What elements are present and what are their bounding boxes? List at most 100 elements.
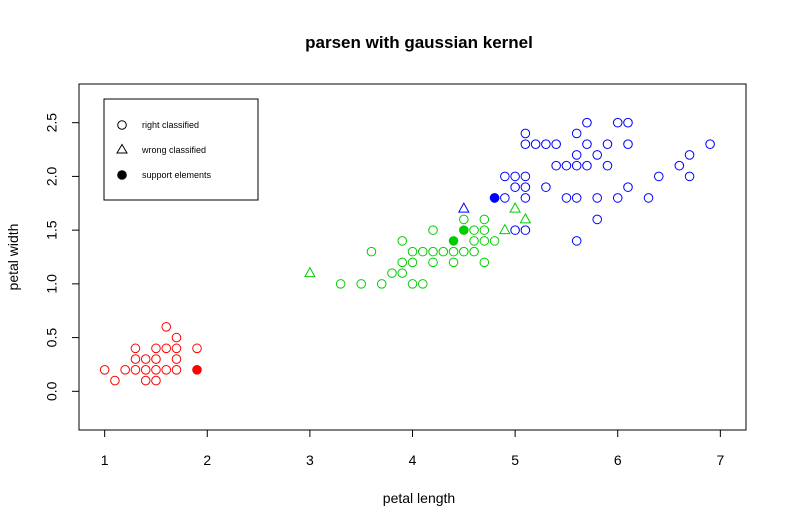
green-wrong-classified-point (509, 202, 521, 213)
blue-right-classified-point (592, 193, 603, 203)
blue-right-classified-point (520, 193, 531, 203)
blue-right-classified-point (602, 160, 613, 171)
blue-right-classified-point (520, 171, 531, 182)
blue-right-classified-point (582, 160, 592, 171)
blue-right-classified-point (684, 150, 695, 160)
chart-title: parsen with gaussian kernel (305, 33, 533, 52)
x-axis-label: petal length (383, 490, 455, 506)
legend-box (103, 98, 259, 201)
blue-right-classified-point (561, 193, 572, 203)
green-right-classified-point (407, 246, 418, 257)
legend-label-wrong-classified: wrong classified (141, 145, 206, 155)
y-tick-label: 1.0 (44, 274, 60, 294)
green-right-classified-point (459, 246, 469, 257)
blue-right-classified-point (571, 160, 582, 171)
red-right-classified-point (99, 365, 110, 375)
green-right-classified-point (469, 225, 479, 235)
green-support-element-point (459, 225, 469, 235)
blue-right-classified-point (582, 139, 592, 149)
x-tick-label: 7 (716, 452, 724, 468)
blue-right-classified-point (520, 128, 531, 139)
blue-support-element-point (489, 193, 500, 203)
red-right-classified-point (130, 343, 141, 354)
red-right-classified-point (151, 375, 161, 386)
red-right-classified-point (140, 365, 151, 375)
green-right-classified-point (448, 257, 459, 268)
legend-label-support-elements: support elements (142, 170, 212, 180)
green-right-classified-point (356, 279, 366, 289)
blue-right-classified-point (571, 236, 582, 246)
red-right-classified-point (171, 365, 182, 375)
blue-right-classified-point (541, 182, 551, 192)
blue-right-classified-point (510, 182, 520, 192)
blue-right-classified-point (510, 171, 520, 182)
legend-filled-circle-marker (117, 170, 127, 180)
blue-right-classified-point (551, 139, 561, 149)
legend-label-right-classified: right classified (142, 120, 199, 130)
green-right-classified-point (397, 257, 408, 268)
red-right-classified-point (130, 365, 141, 375)
blue-right-classified-point (520, 182, 531, 192)
green-right-classified-point (376, 279, 387, 289)
green-right-classified-point (479, 214, 490, 225)
x-tick-label: 1 (101, 452, 109, 468)
x-tick-label: 4 (409, 452, 417, 468)
y-tick-label: 1.5 (44, 220, 60, 240)
green-right-classified-point (428, 225, 438, 235)
green-right-classified-point (417, 279, 428, 289)
red-right-classified-point (130, 354, 141, 364)
legend-open-circle-marker (117, 120, 127, 130)
green-right-classified-point (397, 236, 408, 246)
green-wrong-classified-point (519, 212, 532, 224)
green-right-classified-point (469, 236, 479, 246)
green-right-classified-point (428, 257, 438, 268)
red-right-classified-point (110, 375, 120, 386)
green-right-classified-point (438, 246, 449, 257)
blue-right-classified-point (612, 193, 623, 203)
green-right-classified-point (479, 236, 490, 246)
blue-right-classified-point (551, 160, 561, 171)
x-tick-label: 6 (614, 452, 622, 468)
red-right-classified-point (171, 343, 182, 354)
blue-right-classified-point (571, 150, 582, 160)
red-right-classified-point (140, 354, 151, 364)
green-right-classified-point (448, 246, 459, 257)
y-axis-label: petal width (5, 224, 21, 291)
red-right-classified-point (171, 332, 182, 343)
green-wrong-classified-point (304, 266, 316, 278)
green-right-classified-point (479, 257, 490, 268)
x-axis: 1 2 3 4 5 6 7 (101, 429, 724, 468)
red-right-classified-point (151, 354, 161, 364)
y-axis: 0.0 0.5 1.0 1.5 2.0 2.5 (44, 113, 80, 401)
green-right-classified-point (417, 246, 428, 257)
red-right-classified-point (140, 375, 151, 386)
green-right-classified-point (387, 268, 397, 278)
data-points (99, 117, 715, 386)
green-right-classified-point (428, 246, 438, 257)
green-right-classified-point (407, 279, 418, 289)
red-right-classified-point (161, 365, 172, 375)
blue-right-classified-point (705, 139, 715, 149)
red-right-classified-point (151, 343, 161, 354)
blue-right-classified-point (582, 117, 592, 128)
blue-right-classified-point (510, 225, 520, 235)
green-right-classified-point (489, 236, 500, 246)
blue-right-classified-point (643, 193, 654, 203)
green-right-classified-point (479, 225, 490, 235)
y-tick-label: 0.5 (44, 328, 60, 348)
legend: right classified wrong classified suppor… (103, 98, 259, 201)
blue-right-classified-point (623, 182, 633, 192)
green-right-classified-point (335, 279, 346, 289)
blue-right-classified-point (653, 171, 664, 182)
blue-right-classified-point (592, 214, 603, 225)
green-wrong-classified-point (499, 223, 511, 235)
blue-right-classified-point (530, 139, 541, 149)
blue-right-classified-point (561, 160, 572, 171)
x-tick-label: 3 (306, 452, 314, 468)
blue-right-classified-point (571, 128, 582, 139)
blue-right-classified-point (623, 139, 633, 149)
red-support-element-point (192, 365, 202, 375)
blue-right-classified-point (602, 139, 613, 149)
green-right-classified-point (407, 257, 418, 268)
red-right-classified-point (171, 354, 182, 364)
